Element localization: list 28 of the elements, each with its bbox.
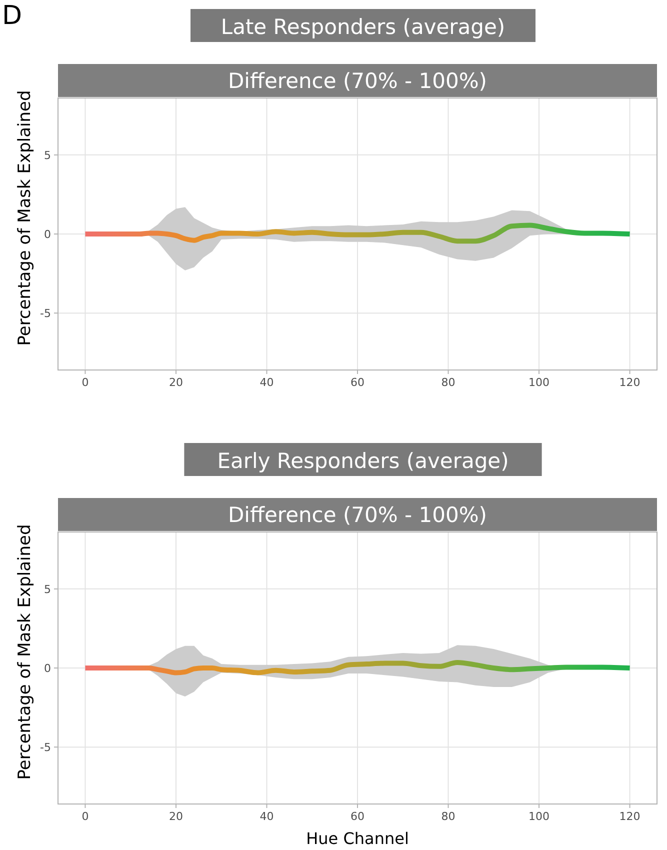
- chart-title: Early Responders (average): [217, 449, 509, 473]
- y-tick-label: 0: [44, 662, 51, 675]
- y-tick-label: 5: [44, 582, 51, 596]
- chart-title: Late Responders (average): [220, 15, 506, 39]
- chart-subtitle: Difference (70% - 100%): [228, 503, 487, 527]
- x-tick-label: 0: [82, 376, 89, 389]
- x-tick-label: 40: [260, 376, 274, 389]
- x-tick-label: 40: [260, 810, 274, 823]
- chart-subtitle: Difference (70% - 100%): [228, 69, 487, 93]
- x-tick-label: 0: [82, 810, 89, 823]
- x-tick-label: 20: [168, 376, 183, 389]
- x-tick-label: 100: [528, 810, 550, 823]
- x-tick-label: 120: [619, 376, 640, 389]
- y-tick-label: 5: [44, 148, 51, 162]
- x-tick-label: 60: [350, 376, 364, 389]
- x-tick-label: 60: [350, 810, 364, 823]
- y-tick-label: -5: [40, 307, 51, 320]
- x-tick-label: 20: [168, 810, 183, 823]
- x-tick-label: 120: [619, 810, 640, 823]
- y-tick-label: -5: [40, 741, 51, 754]
- y-tick-label: 0: [44, 228, 51, 241]
- y-axis-title: Percentage of Mask Explained: [15, 90, 35, 346]
- x-tick-label: 80: [441, 376, 456, 389]
- x-tick-label: 80: [441, 810, 456, 823]
- x-tick-label: 100: [528, 376, 550, 389]
- text: D: [2, 1, 22, 31]
- x-axis-title: Hue Channel: [306, 829, 409, 848]
- y-axis-title: Percentage of Mask Explained: [15, 524, 35, 780]
